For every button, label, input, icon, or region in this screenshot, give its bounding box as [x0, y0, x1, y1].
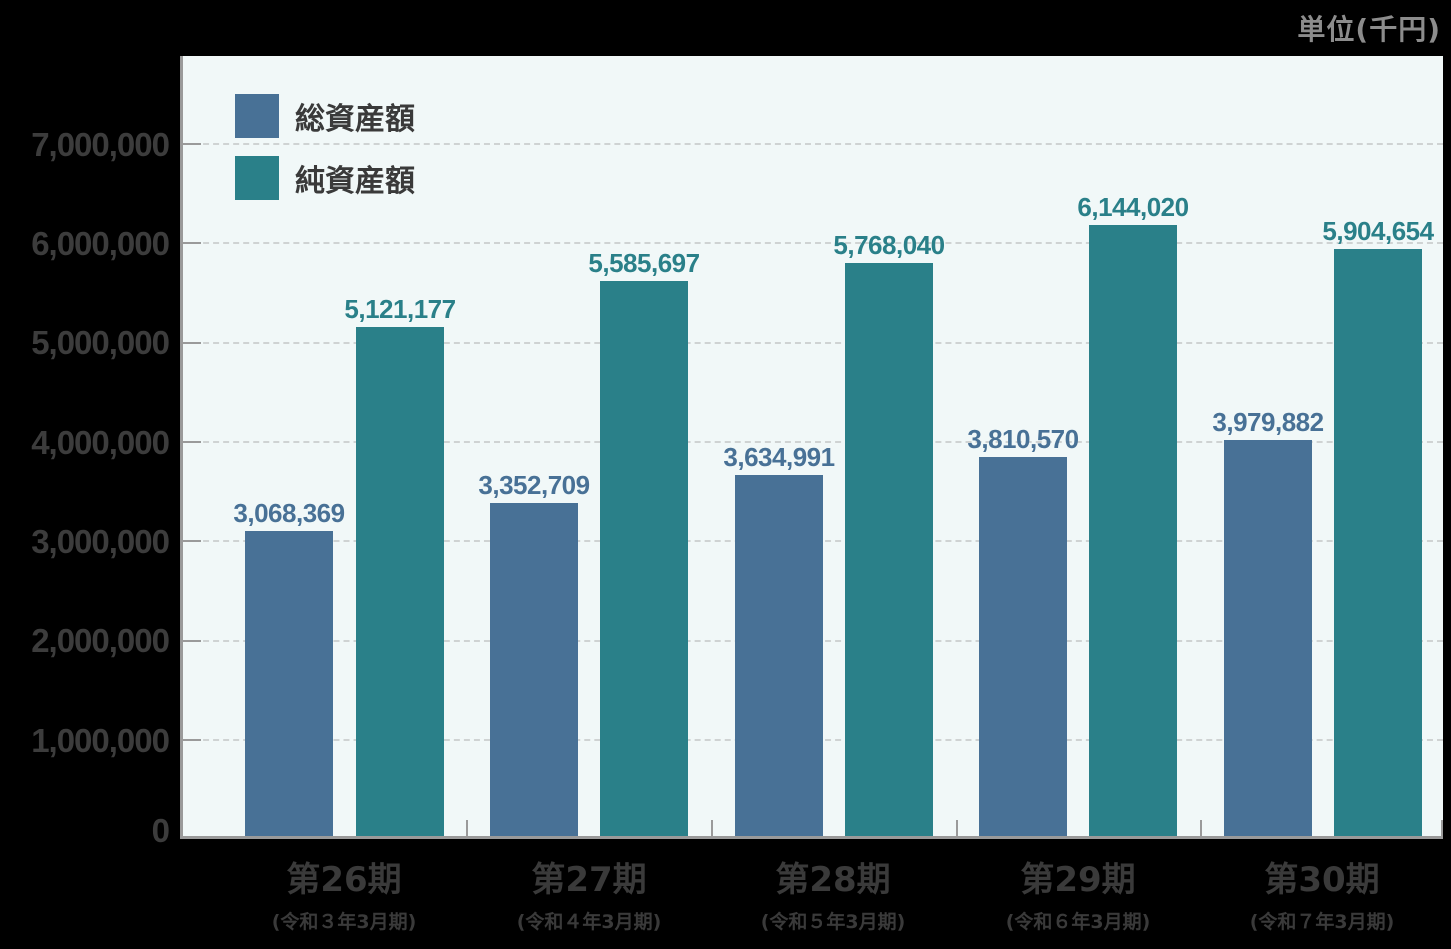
legend-item-net-assets: 純資産額	[235, 156, 415, 200]
x-tick	[1200, 820, 1202, 836]
gridline	[183, 342, 1443, 344]
x-category: 第28期 (令和５年3月期)	[713, 852, 953, 934]
value-label: 3,352,709	[478, 470, 590, 500]
plot-area: 総資産額 純資産額 3,068,369 5,121,177 3,352,709 …	[180, 56, 1443, 839]
x-category-period: 第29期	[1020, 860, 1136, 900]
gridline	[183, 143, 1443, 145]
gridline	[183, 242, 1443, 244]
bar-net-assets	[845, 263, 933, 836]
bar-total-assets	[735, 475, 823, 836]
value-label: 5,904,654	[1322, 216, 1434, 246]
y-tick-label: 6,000,000	[31, 225, 170, 262]
y-tick	[183, 640, 201, 642]
x-category-fiscal-year: (令和３年3月期)	[271, 911, 417, 933]
y-tick	[183, 739, 201, 741]
x-tick	[1441, 820, 1443, 836]
y-tick	[183, 441, 201, 443]
y-tick-label: 3,000,000	[31, 523, 170, 560]
bar-total-assets	[979, 457, 1067, 836]
x-category: 第30期 (令和７年3月期)	[1202, 852, 1442, 934]
value-label: 5,585,697	[588, 248, 700, 278]
bar-net-assets	[600, 281, 688, 836]
legend-label: 総資産額	[295, 102, 415, 137]
y-tick-label: 2,000,000	[31, 622, 170, 659]
x-tick	[711, 820, 713, 836]
x-category: 第27期 (令和４年3月期)	[469, 852, 709, 934]
y-tick-label: 5,000,000	[31, 324, 170, 361]
bar-net-assets	[356, 327, 444, 836]
bar-net-assets	[1089, 225, 1177, 836]
y-tick	[183, 143, 201, 145]
y-tick	[183, 540, 201, 542]
legend-swatch-blue	[235, 94, 279, 138]
x-category-fiscal-year: (令和４年3月期)	[516, 911, 662, 933]
y-tick-label: 0	[151, 812, 170, 849]
y-tick-label: 4,000,000	[31, 424, 170, 461]
value-label: 3,068,369	[233, 498, 345, 528]
x-category-period: 第28期	[775, 860, 891, 900]
legend-item-total-assets: 総資産額	[235, 94, 415, 138]
value-label: 5,768,040	[833, 230, 945, 260]
x-category: 第26期 (令和３年3月期)	[224, 852, 464, 934]
bar-total-assets	[1224, 440, 1312, 836]
y-tick-label: 7,000,000	[31, 126, 170, 163]
value-label: 5,121,177	[344, 294, 456, 324]
x-tick	[466, 820, 468, 836]
x-tick	[956, 820, 958, 836]
x-category-fiscal-year: (令和５年3月期)	[760, 911, 906, 933]
legend-label: 純資産額	[295, 164, 415, 199]
value-label: 3,634,991	[723, 442, 835, 472]
x-category-period: 第30期	[1264, 860, 1380, 900]
x-category-period: 第26期	[286, 860, 402, 900]
y-tick-label: 1,000,000	[31, 722, 170, 759]
unit-label: 単位(千円)	[1297, 13, 1441, 46]
bar-total-assets	[490, 503, 578, 836]
bar-net-assets	[1334, 249, 1422, 836]
x-category-period: 第27期	[531, 860, 647, 900]
gridline	[183, 441, 1443, 443]
y-tick	[183, 342, 201, 344]
legend-swatch-teal	[235, 156, 279, 200]
x-category: 第29期 (令和６年3月期)	[958, 852, 1198, 934]
value-label: 3,979,882	[1212, 407, 1324, 437]
y-tick	[183, 242, 201, 244]
value-label: 6,144,020	[1077, 192, 1189, 222]
bar-total-assets	[245, 531, 333, 836]
x-category-fiscal-year: (令和６年3月期)	[1005, 911, 1151, 933]
value-label: 3,810,570	[967, 424, 1079, 454]
x-category-fiscal-year: (令和７年3月期)	[1249, 911, 1395, 933]
